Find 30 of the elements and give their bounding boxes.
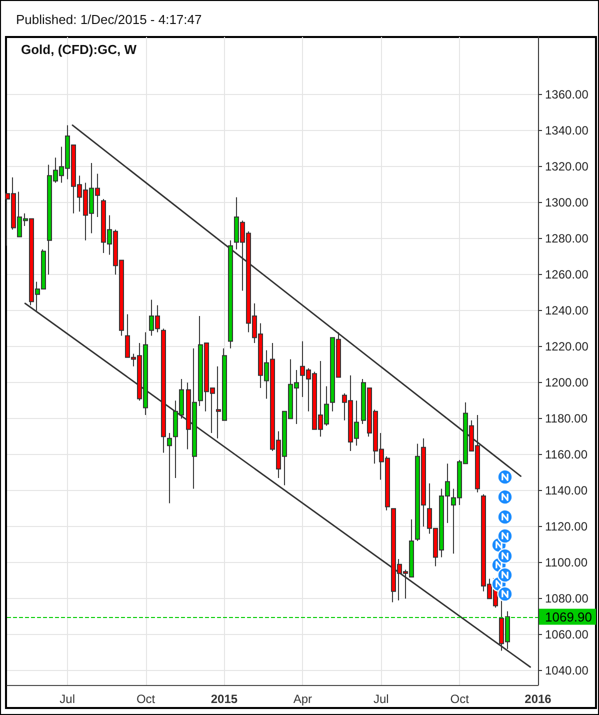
y-tick-label: 1360.00 bbox=[545, 88, 589, 102]
candlestick bbox=[167, 432, 172, 504]
candlestick bbox=[161, 328, 166, 454]
y-tick-label: 1120.00 bbox=[545, 520, 588, 534]
text: Published: 1/Dec/2015 - 4:17:47 bbox=[16, 12, 202, 28]
x-tick-label: 2015 bbox=[210, 692, 238, 706]
y-tick-label: 1040.00 bbox=[545, 664, 589, 678]
y-tick-label: 1240.00 bbox=[545, 304, 589, 318]
y-tick-label: 1340.00 bbox=[545, 124, 589, 138]
y-tick-label: 1100.00 bbox=[545, 556, 588, 570]
y-tick-label: 1220.00 bbox=[545, 340, 589, 354]
chart-title: Gold, (CFD):GC, W bbox=[21, 42, 138, 57]
y-tick-label: 1080.00 bbox=[545, 592, 589, 606]
x-tick-label: Apr bbox=[293, 692, 312, 706]
y-tick-label: 1200.00 bbox=[545, 376, 589, 390]
x-tick-label: Jul bbox=[60, 692, 76, 706]
ref-line-label: 1069.90 bbox=[545, 609, 592, 624]
x-tick-label: Oct bbox=[450, 692, 470, 706]
y-tick-label: 1320.00 bbox=[545, 160, 589, 174]
candlestick bbox=[228, 240, 233, 349]
x-tick-label: Jul bbox=[373, 692, 389, 706]
y-tick-label: 1260.00 bbox=[545, 268, 589, 282]
x-tick-label: Oct bbox=[136, 692, 156, 706]
y-tick-label: 1140.00 bbox=[545, 484, 588, 498]
y-tick-label: 1060.00 bbox=[545, 628, 589, 642]
y-tick-label: 1300.00 bbox=[545, 196, 589, 210]
y-tick-label: 1180.00 bbox=[545, 412, 588, 426]
x-tick-label: 2016 bbox=[524, 692, 552, 706]
y-tick-label: 1160.00 bbox=[545, 448, 588, 462]
y-tick-label: 1280.00 bbox=[545, 232, 589, 246]
